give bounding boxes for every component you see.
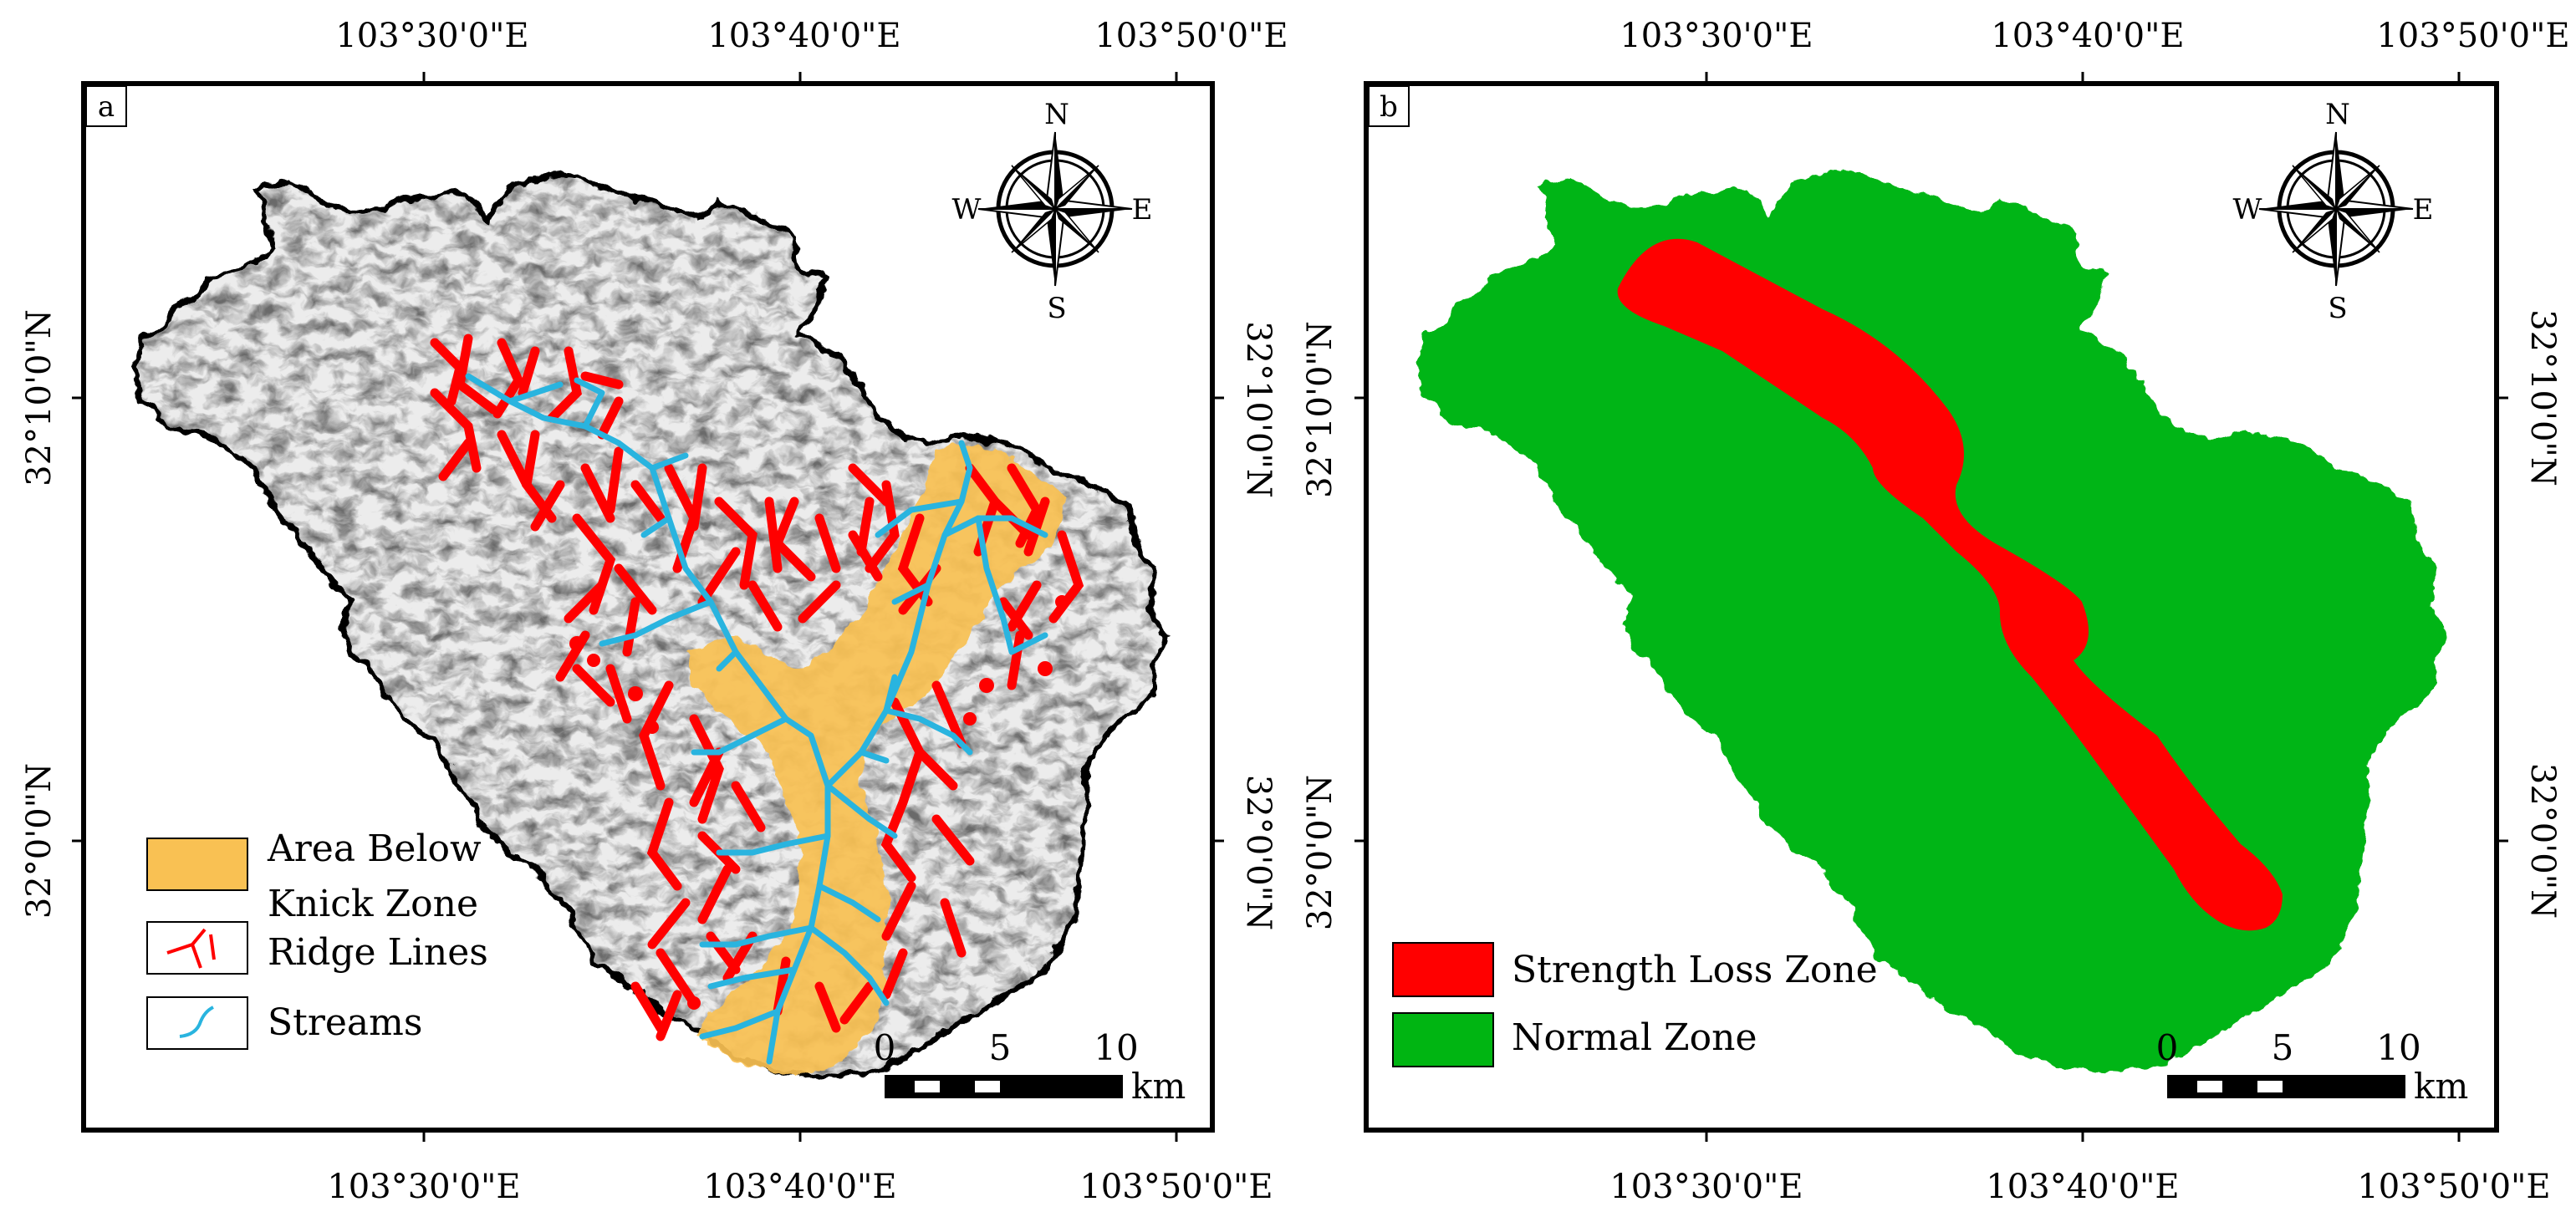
panel-a-right-lat-2: 32°0'0"N xyxy=(1239,775,1278,930)
panel-b-bottom-lon-1: 103°30'0"E xyxy=(1609,1168,1803,1206)
panel-a-bottom-lon-1: 103°30'0"E xyxy=(327,1168,520,1206)
scale-b-unit: km xyxy=(2414,1066,2468,1107)
scale-a-tick-0: 0 xyxy=(874,1027,896,1068)
compass-b-s: S xyxy=(2328,292,2347,325)
panel-a-label-box xyxy=(85,85,127,127)
panel-a-left-lat-2: 32°0'0"N xyxy=(20,763,59,919)
compass-b-w: W xyxy=(2233,193,2262,227)
panel-b-top-lon-2: 103°40'0"E xyxy=(1991,17,2184,55)
compass-b-n: N xyxy=(2325,98,2350,131)
scale-b-tick-10: 10 xyxy=(2376,1027,2420,1068)
panel-b-top-lon-3: 103°50'0"E xyxy=(2376,17,2569,55)
legend-a-stream-icon xyxy=(179,1006,214,1038)
legend-a-knick-label-2: Knick Zone xyxy=(268,883,478,925)
scale-b-tick-5: 5 xyxy=(2272,1027,2294,1068)
legend-b: Strength Loss Zone Normal Zone xyxy=(1392,942,1878,1067)
compass-b-e: E xyxy=(2413,193,2434,227)
ticks-a xyxy=(72,72,1224,1142)
scale-a-unit: km xyxy=(1131,1066,1186,1107)
scale-a-tick-5: 5 xyxy=(989,1027,1012,1068)
legend-a-stream-label: Streams xyxy=(268,1001,422,1044)
legend-a-ridge-icon xyxy=(166,928,216,969)
scale-b-tick-0: 0 xyxy=(2156,1027,2179,1068)
panel-a: a N S E W Area Below Knick Zone Ridge Li… xyxy=(20,17,1288,1206)
legend-b-strength-swatch xyxy=(1392,942,1494,997)
streams xyxy=(465,373,1048,1065)
legend-a-ridge-label: Ridge Lines xyxy=(268,931,488,974)
panel-a-top-lon-2: 103°40'0"E xyxy=(707,17,900,55)
knick-zone-area xyxy=(686,441,1066,1078)
panel-b-top-lon-1: 103°30'0"E xyxy=(1620,17,1813,55)
strength-loss-zone-area xyxy=(1617,238,2283,931)
panel-b-right-lat-2: 32°0'0"N xyxy=(2523,763,2562,919)
compass-a-e: E xyxy=(1132,193,1153,227)
compass-a-w: W xyxy=(952,193,982,227)
scale-bar-b: 0 5 10 km xyxy=(2156,1027,2469,1107)
legend-a: Area Below Knick Zone Ridge Lines Stream… xyxy=(146,827,488,1050)
panel-a-right-lat-1: 32°10'0"N xyxy=(1239,321,1278,498)
legend-a-knick-swatch xyxy=(146,838,248,891)
panel-a-bottom-lon-3: 103°50'0"E xyxy=(1079,1168,1273,1206)
panel-b-left-lat-1: 32°10'0"N xyxy=(1301,321,1339,498)
panel-b-label-box xyxy=(1368,85,1410,127)
panel-a-left-lat-1: 32°10'0"N xyxy=(20,309,59,486)
panel-b-right-lat-1: 32°10'0"N xyxy=(2523,309,2562,486)
panel-a-top-lon-3: 103°50'0"E xyxy=(1094,17,1288,55)
panel-b-bottom-lon-2: 103°40'0"E xyxy=(1986,1168,2179,1206)
scale-a-tick-10: 10 xyxy=(1094,1027,1138,1068)
compass-a: N S E W xyxy=(952,98,1153,325)
panel-a-label: a xyxy=(98,90,115,124)
ticks-b xyxy=(1354,72,2508,1142)
panel-b: b N S E W Strength Loss Zone Normal Zone… xyxy=(1301,17,2570,1206)
panel-b-bottom-lon-3: 103°50'0"E xyxy=(2357,1168,2550,1206)
panel-a-bottom-lon-2: 103°40'0"E xyxy=(703,1168,896,1206)
panel-b-left-lat-2: 32°0'0"N xyxy=(1301,775,1339,930)
scale-bar-a: 0 5 10 km xyxy=(874,1027,1186,1107)
compass-a-s: S xyxy=(1047,292,1066,325)
legend-a-stream-swatch xyxy=(146,996,248,1050)
legend-a-knick-label-1: Area Below xyxy=(267,827,482,870)
compass-b: N S E W xyxy=(2233,98,2434,325)
panel-a-top-lon-1: 103°30'0"E xyxy=(335,17,528,55)
legend-b-strength-label: Strength Loss Zone xyxy=(1512,949,1878,991)
ridge-dots xyxy=(569,595,1069,1010)
compass-a-n: N xyxy=(1044,98,1069,131)
legend-b-normal-label: Normal Zone xyxy=(1512,1016,1757,1059)
legend-b-normal-swatch xyxy=(1392,1012,1494,1067)
legend-a-ridge-swatch xyxy=(146,921,248,975)
panel-b-label: b xyxy=(1380,90,1398,124)
